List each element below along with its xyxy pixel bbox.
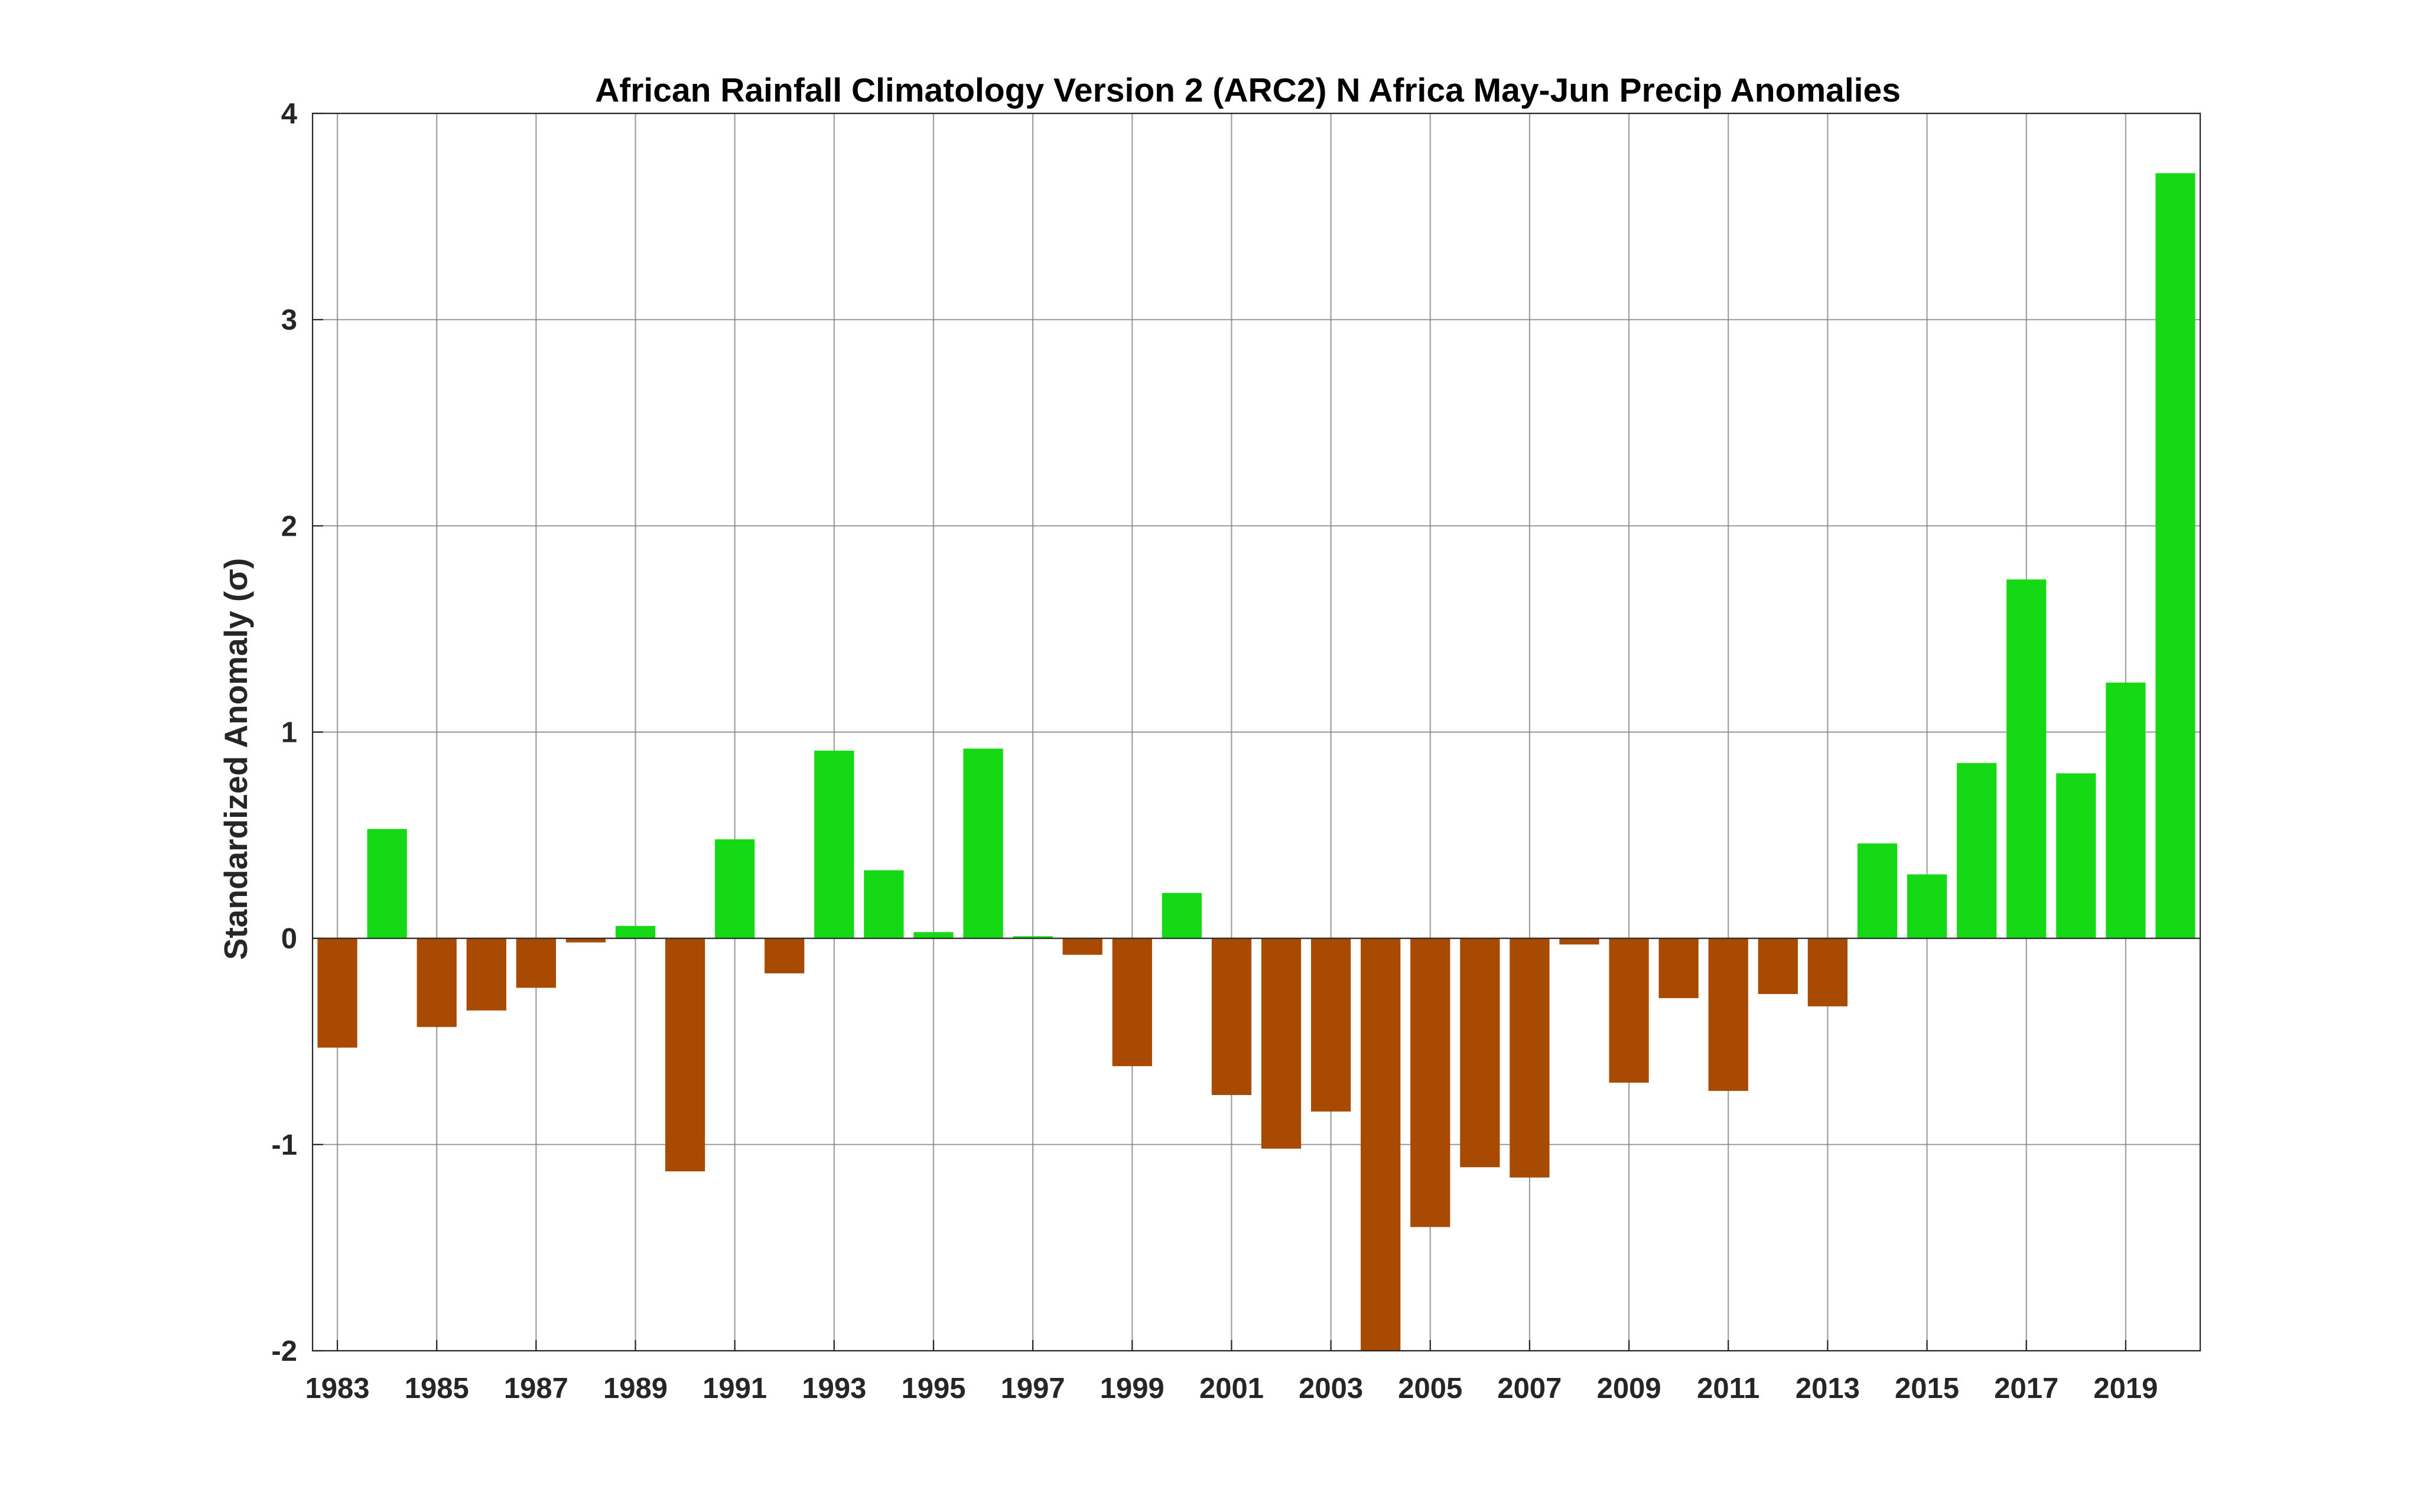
x-tick-label: 1989 [603,1373,668,1405]
bar-1988 [565,938,606,943]
bar-2000 [1162,892,1202,939]
x-tick-label: 1983 [305,1373,370,1405]
bar-2009 [1609,938,1649,1083]
bar-1990 [665,938,705,1172]
bar-series [317,173,2195,1351]
bar-1999 [1112,938,1152,1067]
x-tick-label: 2019 [2093,1373,2158,1405]
x-tick-label: 2001 [1199,1373,1264,1405]
y-tick-label: 1 [281,717,297,749]
bar-1998 [1062,938,1102,955]
bar-1993 [814,750,854,939]
x-tick-label: 2009 [1597,1373,1661,1405]
y-tick-label: -1 [271,1129,297,1161]
bar-2012 [1758,938,1798,994]
bar-2003 [1310,938,1351,1112]
bar-2008 [1559,938,1599,945]
x-tick-label: 1987 [504,1373,568,1405]
bar-2011 [1708,938,1748,1091]
bar-2017 [2006,579,2047,939]
bar-2013 [1807,938,1848,1006]
bar-1997 [1013,936,1053,939]
y-axis-label: Standardized Anomaly (σ) [217,558,254,960]
x-tick-label: 2005 [1398,1373,1462,1405]
grid-lines [313,112,2200,1352]
bar-2015 [1907,874,1947,939]
x-tick-label: 2017 [1994,1373,2058,1405]
bar-2006 [1460,938,1500,1168]
bar-2010 [1658,938,1699,998]
bar-1991 [715,839,755,939]
x-tick-label: 2007 [1497,1373,1562,1405]
bar-1987 [516,938,556,988]
bar-2004 [1361,938,1401,1351]
y-tick-label: 0 [281,923,297,955]
x-tick-label: 1993 [802,1373,866,1405]
y-tick-label: 2 [281,510,297,542]
bar-2019 [2106,682,2146,939]
x-tick-label: 1985 [405,1373,469,1405]
bar-2014 [1857,843,1898,939]
y-axis-ticks: -2 -1 0 1 2 3 4 [271,98,323,1367]
bar-1989 [615,926,656,939]
bar-1994 [864,870,904,939]
x-axis-ticks: 1983 1985 1987 1989 1991 1993 1995 1997 1999 2001… [305,1340,2158,1405]
x-tick-label: 1999 [1100,1373,1165,1405]
bar-1983 [317,938,357,1048]
bar-1985 [417,938,457,1027]
bar-2020 [2155,173,2195,939]
bar-2016 [1957,762,1997,939]
x-tick-label: 1991 [702,1373,767,1405]
x-tick-label: 2011 [1697,1373,1759,1405]
bar-2005 [1410,938,1450,1227]
y-tick-label: -2 [271,1335,297,1367]
chart-title: African Rainfall Climatology Version 2 (… [595,71,1901,109]
bar-1996 [963,748,1003,939]
bar-2018 [2056,773,2096,939]
bar-1992 [765,938,805,974]
bar-1986 [466,938,506,1011]
bar-1984 [367,829,407,939]
x-tick-label: 2013 [1796,1373,1860,1405]
x-tick-label: 2003 [1299,1373,1363,1405]
bar-2001 [1211,938,1252,1096]
x-tick-label: 1995 [901,1373,965,1405]
x-tick-label: 2015 [1895,1373,1959,1405]
bar-1995 [913,932,954,939]
y-tick-label: 3 [281,304,297,336]
x-tick-label: 1997 [1001,1373,1065,1405]
y-tick-label: 4 [281,98,297,130]
bar-2007 [1510,938,1550,1178]
bar-2002 [1261,938,1302,1149]
